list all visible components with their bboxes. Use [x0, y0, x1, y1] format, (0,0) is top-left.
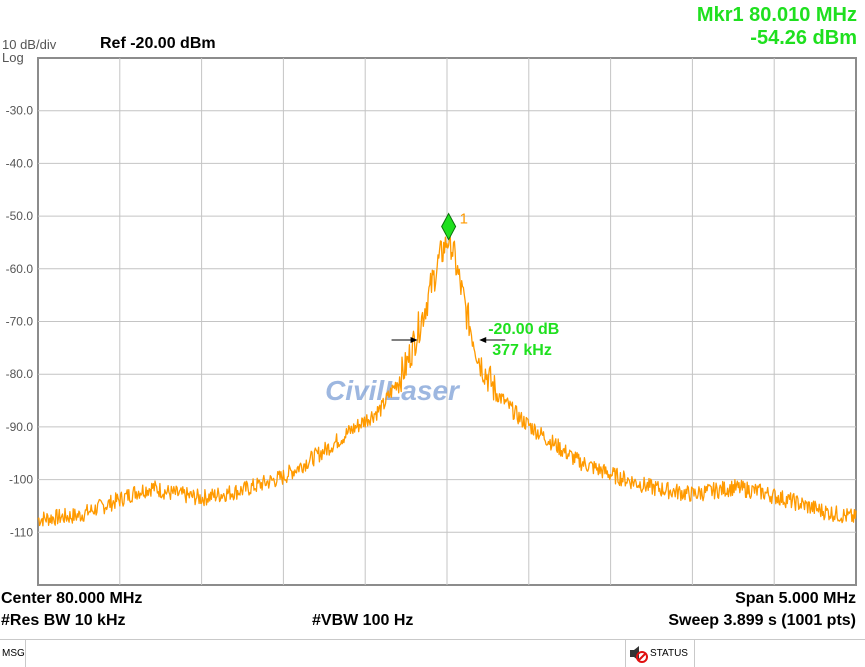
marker-diamond	[441, 212, 457, 241]
resolution-bandwidth: #Res BW 10 kHz	[1, 612, 126, 629]
center-frequency: Center 80.000 MHz	[1, 590, 143, 607]
bandwidth-annotation: -20.00 dB 377 kHz	[391, 321, 559, 359]
marker-amplitude: -54.26 dBm	[750, 27, 857, 49]
scale-mode: Log	[2, 50, 24, 65]
msg-label: MSG	[2, 648, 25, 659]
speaker-muted-icon	[630, 646, 648, 663]
bw-right-arrowhead	[479, 336, 487, 343]
reference-level: Ref -20.00 dBm	[100, 35, 216, 52]
spectrum-plot: -30.0 -40.0 -50.0 -60.0 -70.0 -80.0 -90.0 -100 -…	[6, 57, 857, 586]
marker-number: 1	[460, 211, 468, 228]
bw-khz-label: 377 kHz	[492, 342, 552, 359]
y-tick-label: -60.0	[6, 262, 34, 276]
y-tick-label: -50.0	[6, 209, 34, 223]
y-tick-label: -100	[9, 473, 33, 487]
span: Span 5.000 MHz	[735, 590, 856, 607]
msg-button[interactable]: MSG	[0, 640, 26, 667]
marker-frequency: Mkr1 80.010 MHz	[696, 4, 857, 26]
y-tick-label: -80.0	[6, 367, 34, 381]
bw-db-label: -20.00 dB	[488, 321, 559, 338]
watermark-logo: CivilLaser	[325, 375, 461, 406]
y-tick-label: -70.0	[6, 315, 34, 329]
status-label: STATUS	[650, 648, 688, 659]
y-tick-label: -90.0	[6, 420, 34, 434]
spectrum-trace	[37, 236, 857, 527]
y-tick-label: -30.0	[6, 104, 34, 118]
marker-readout: Mkr1 80.010 MHz -54.26 dBm	[697, 4, 857, 50]
sweep-time: Sweep 3.899 s (1001 pts)	[668, 612, 856, 629]
marker-1: 1	[441, 211, 468, 241]
bw-left-arrowhead	[410, 336, 418, 343]
scale-per-div: 10 dB/div	[2, 37, 57, 52]
y-tick-label: -40.0	[6, 156, 34, 170]
status-button[interactable]: STATUS	[625, 640, 695, 667]
y-tick-labels: -30.0 -40.0 -50.0 -60.0 -70.0 -80.0 -90.0 -100 -…	[6, 104, 34, 540]
status-bar: MSG STATUS	[0, 639, 865, 667]
video-bandwidth: #VBW 100 Hz	[312, 612, 414, 629]
y-tick-label: -110	[10, 525, 33, 539]
